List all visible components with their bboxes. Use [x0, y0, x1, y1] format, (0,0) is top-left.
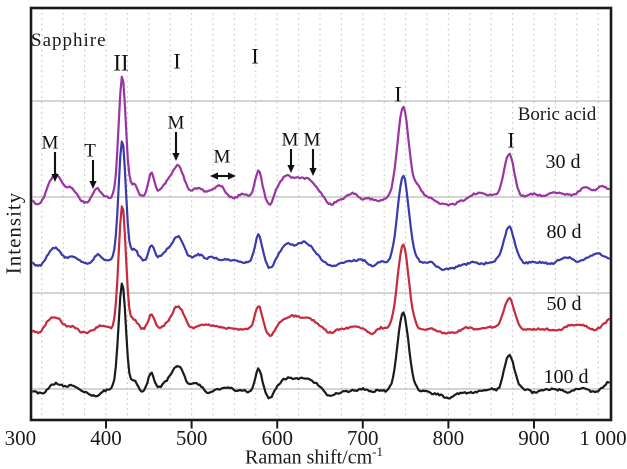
arrowhead-right — [228, 172, 236, 180]
series-label-100d: 100 d — [544, 366, 589, 388]
arrowhead — [172, 153, 180, 161]
peak-label-I: I — [251, 44, 258, 69]
x-tick-label: 900 — [518, 426, 550, 450]
mode-label-T: T — [84, 141, 96, 162]
traces-layer — [32, 75, 610, 400]
y-axis-title: Intensity — [1, 191, 26, 275]
arrowhead — [89, 181, 97, 189]
series-label-30d: 30 d — [546, 151, 581, 173]
mode-label-M: M — [42, 133, 59, 154]
x-axis-title: Raman shift/cm-1 — [245, 444, 383, 469]
x-axis-layer: 300 400 500 600 700 800 900 1 000 — [5, 421, 627, 450]
spectrum-trace-50d — [32, 205, 610, 338]
mode-label-M: M — [168, 113, 185, 134]
plot-border — [29, 6, 613, 422]
boric-acid-label: Boric acid — [517, 104, 597, 125]
series-label-80d: 80 d — [547, 221, 582, 243]
x-tick-label: 1 000 — [579, 426, 626, 450]
arrowhead — [287, 165, 295, 173]
spectrum-trace-30d — [32, 75, 610, 207]
arrowhead-left — [210, 172, 218, 180]
x-tick-label: 400 — [90, 426, 122, 450]
mode-label-M: M — [282, 130, 299, 151]
spectrum-trace-100d — [32, 282, 610, 400]
x-tick-label: 300 — [5, 426, 37, 450]
peak-label-I: I — [394, 82, 401, 107]
x-tick-label: 800 — [433, 426, 465, 450]
mode-label-M: M — [304, 130, 321, 151]
series-label-50d: 50 d — [547, 293, 582, 315]
x-tick-label: 700 — [347, 426, 379, 450]
spectrum-trace-80d — [32, 140, 610, 271]
peak-label-I: I — [173, 49, 180, 74]
arrowhead — [309, 168, 317, 176]
x-axis-title-text: Raman shift/cm — [244, 446, 373, 469]
peak-label-I: I — [507, 128, 514, 153]
x-tick-label: 600 — [261, 426, 293, 450]
x-tick-label: 500 — [176, 426, 208, 450]
arrowhead — [51, 174, 59, 182]
grid-layer — [32, 9, 610, 419]
sapphire-label: Sapphire — [31, 30, 107, 51]
mode-label-M: M — [214, 147, 231, 168]
peak-label-II: II — [113, 51, 128, 76]
x-axis-title-exponent: -1 — [372, 444, 384, 459]
